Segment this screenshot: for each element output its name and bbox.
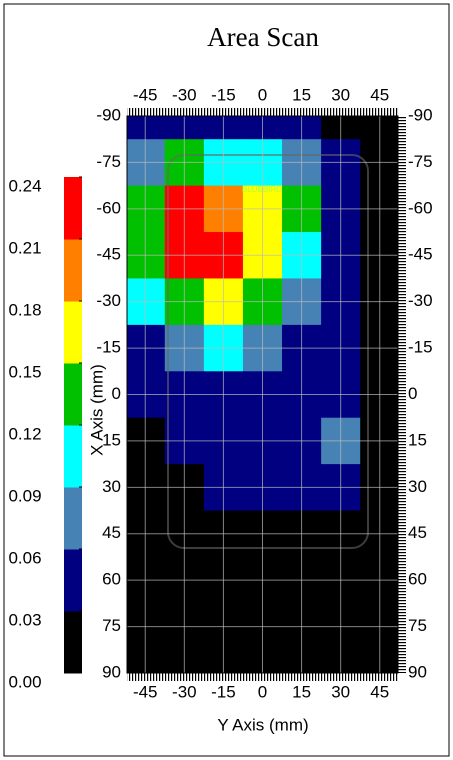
x-tick-label-top: 30 — [331, 85, 350, 104]
colorbar-swatch — [64, 177, 82, 240]
colorbar-swatch — [64, 487, 82, 550]
x-axis-label: Y Axis (mm) — [217, 715, 308, 734]
y-tick-label: -90 — [96, 105, 121, 124]
y-tick-label-right: 30 — [408, 477, 427, 496]
y-tick-label-right: -45 — [408, 245, 433, 264]
y-tick-label-right: -15 — [408, 338, 433, 357]
y-tick-label: 75 — [102, 616, 121, 635]
y-tick-label: 45 — [102, 523, 121, 542]
y-tick-label: -15 — [96, 338, 121, 357]
x-tick-label-top: -15 — [211, 85, 236, 104]
heat-cell — [127, 649, 166, 673]
y-tick-label-right: 15 — [408, 430, 427, 449]
plot-border — [126, 115, 399, 674]
colorbar-swatch — [64, 239, 82, 302]
y-tick-label-right: -90 — [408, 105, 433, 124]
colorbar-tick-label: 0.15 — [8, 362, 41, 381]
x-tick-label-top: 45 — [370, 85, 389, 104]
colorbar-tick-label: 0.21 — [8, 238, 41, 257]
colorbar-tick-label: 0.24 — [8, 176, 41, 195]
y-tick-label: -30 — [96, 291, 121, 310]
y-tick-label-right: 60 — [408, 570, 427, 589]
colorbar-tick-label: 0.06 — [8, 548, 41, 567]
x-tick-label: -30 — [172, 682, 197, 701]
x-tick-label: -15 — [211, 682, 236, 701]
colorbar-tick-label: 0.00 — [8, 672, 41, 691]
ticks: -45 -45 -30 -30 -15 -15 0 0 15 15 30 30 45 45 -90 -90 -7… — [96, 85, 432, 701]
y-tick-label-right: 90 — [408, 662, 427, 681]
chart-title: Area Scan — [207, 22, 319, 52]
y-tick-label-right: -30 — [408, 291, 433, 310]
colorbar-tick-label: 0.12 — [8, 424, 41, 443]
x-tick-label-top: -30 — [172, 85, 197, 104]
y-tick-label-right: 45 — [408, 523, 427, 542]
y-tick-label: 90 — [102, 662, 121, 681]
y-tick-label: 30 — [102, 477, 121, 496]
y-tick-label-right: -75 — [408, 152, 433, 171]
x-tick-label-top: 0 — [258, 85, 267, 104]
colorbar: 0.00 0.03 0.06 0.09 0.12 0.15 0.18 0.21 0.24 — [8, 176, 82, 691]
colorbar-tick-label: 0.03 — [8, 610, 41, 629]
y-tick-label-right: -60 — [408, 198, 433, 217]
x-tick-label-top: 15 — [292, 85, 311, 104]
y-tick-label: 60 — [102, 570, 121, 589]
minor-ticks — [398, 116, 406, 673]
minor-ticks — [127, 673, 398, 681]
y-tick-label-right: 0 — [408, 384, 417, 403]
y-axis-label: X Axis (mm) — [87, 364, 106, 456]
x-tick-label: -45 — [133, 682, 158, 701]
x-tick-label: 30 — [331, 682, 350, 701]
minor-ticks — [127, 108, 398, 116]
grid — [127, 115, 398, 674]
y-tick-label: 0 — [112, 384, 121, 403]
y-tick-label-right: 75 — [408, 616, 427, 635]
x-tick-label-top: -45 — [133, 85, 158, 104]
colorbar-swatch — [64, 301, 82, 364]
colorbar-tick-label: 0.09 — [8, 486, 41, 505]
heat-cell — [360, 649, 398, 673]
colorbar-swatch — [64, 363, 82, 426]
y-tick-label: -45 — [96, 245, 121, 264]
y-tick-label: -60 — [96, 198, 121, 217]
colorbar-tick-label: 0.18 — [8, 300, 41, 319]
colorbar-swatch — [64, 611, 82, 674]
heat-cell — [127, 116, 166, 140]
y-tick-label: -75 — [96, 152, 121, 171]
x-tick-label: 15 — [292, 682, 311, 701]
x-tick-label: 0 — [258, 682, 267, 701]
heat-cell — [360, 116, 398, 140]
colorbar-swatch — [64, 549, 82, 612]
x-tick-label: 45 — [370, 682, 389, 701]
y-tick-label: 15 — [102, 430, 121, 449]
device-outline — [167, 154, 369, 549]
colorbar-swatch — [64, 425, 82, 488]
